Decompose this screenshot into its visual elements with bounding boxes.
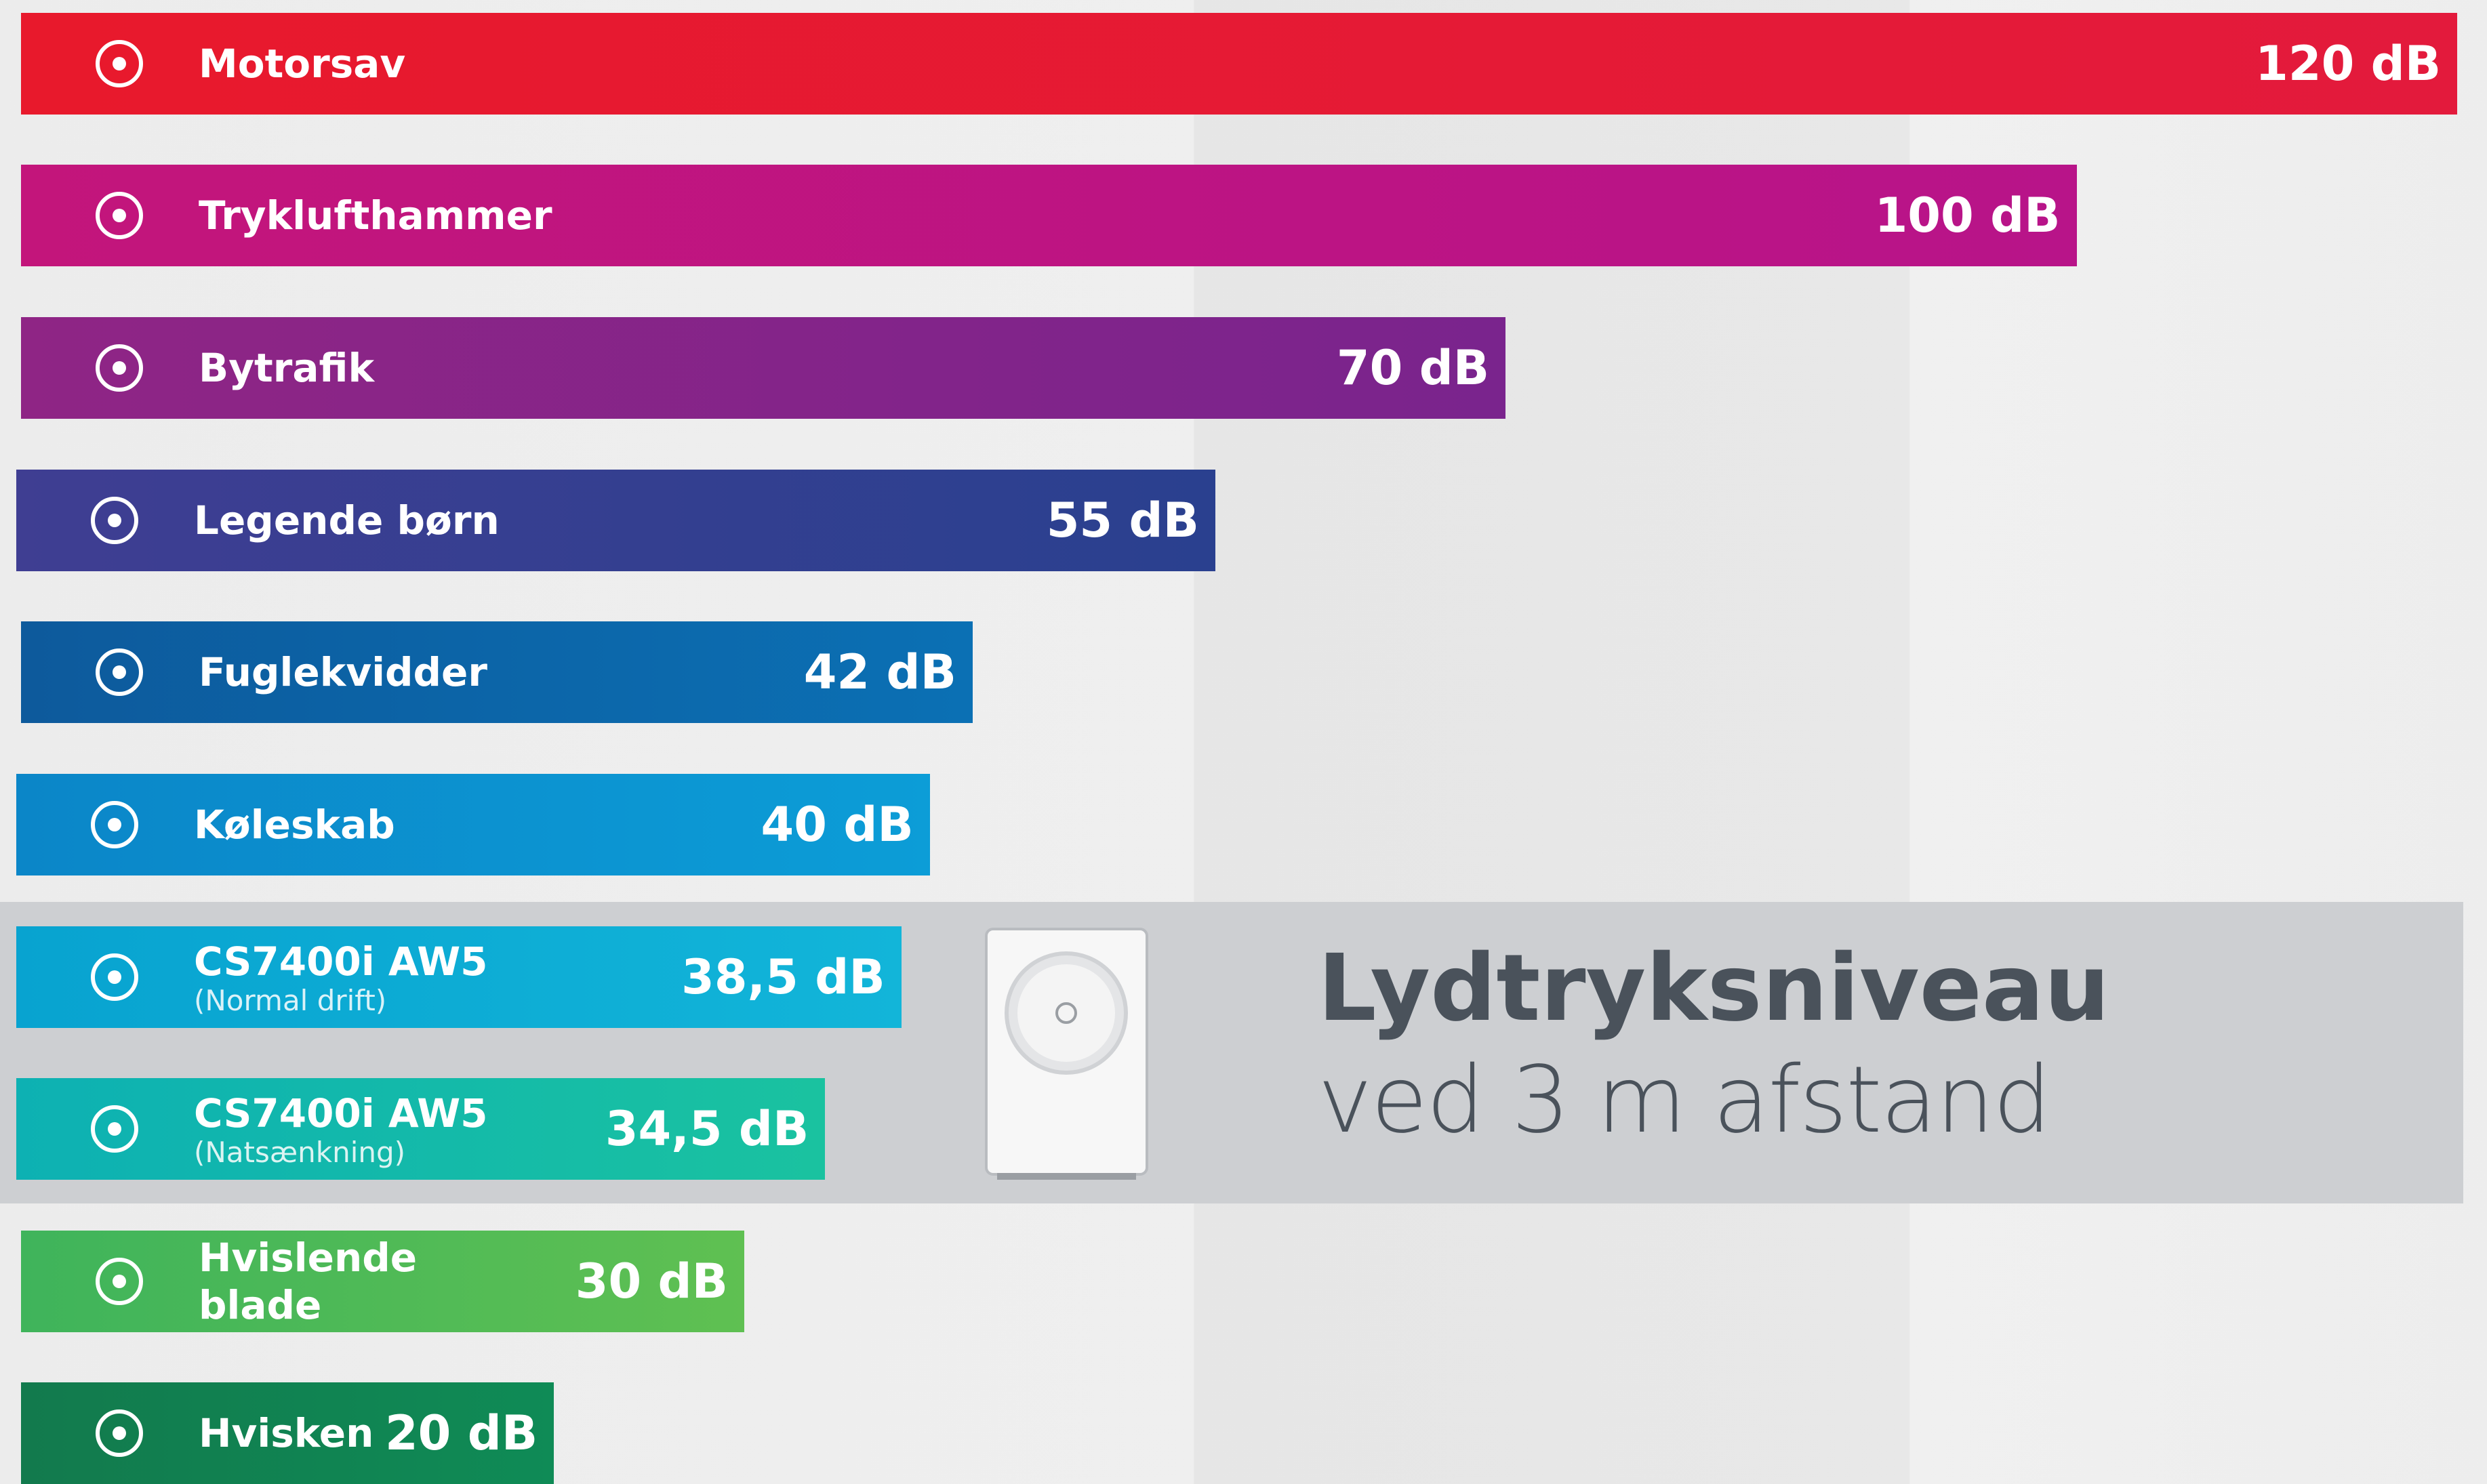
chart-subtitle: ved 3 m afstand: [1318, 1047, 2050, 1154]
category-name: Hvislende blade: [199, 1234, 541, 1329]
category-label: Legende børn: [194, 470, 500, 571]
bar: CS7400i AW5(Normal drift) 38,5 dB: [16, 926, 902, 1028]
icon: [85, 642, 174, 703]
category-label: Motorsav: [199, 13, 405, 115]
category-name: Motorsav: [199, 40, 405, 87]
icon: [85, 1403, 174, 1464]
value-label: 100 dB: [1875, 165, 2061, 266]
icon: [81, 947, 169, 1008]
icon: [81, 794, 169, 855]
category-name: Køleskab: [194, 801, 395, 848]
page: Motorsav 120 dB Tryklufthammer 100 dB Bytraf…: [0, 0, 2487, 1477]
category-label: Køleskab: [194, 774, 395, 875]
icon: [85, 1251, 174, 1312]
icon: [81, 1098, 169, 1159]
value-label: 42 dB: [804, 621, 956, 723]
icon: [85, 185, 174, 246]
category-note: (Natsænkning): [194, 1137, 488, 1168]
value-label: 120 dB: [2255, 13, 2441, 115]
category-label: CS7400i AW5(Natsænkning): [194, 1078, 488, 1180]
bar: Motorsav 120 dB: [21, 13, 2457, 115]
category-name: Tryklufthammer: [199, 192, 552, 239]
category-label: Tryklufthammer: [199, 165, 552, 266]
bar: Bytrafik 70 dB: [21, 317, 1505, 419]
category-name: Fuglekvidder: [199, 648, 487, 696]
bar: Fuglekvidder 42 dB: [21, 621, 973, 723]
category-label: CS7400i AW5(Normal drift): [194, 926, 488, 1028]
chart-title: Lydtryksniveau: [1318, 935, 2109, 1042]
bar: CS7400i AW5(Natsænkning) 34,5 dB: [16, 1078, 825, 1180]
value-label: 30 dB: [575, 1231, 728, 1332]
icon: [85, 337, 174, 398]
icon: [81, 490, 169, 551]
value-label: 70 dB: [1337, 317, 1489, 419]
value-label: 55 dB: [1047, 470, 1199, 571]
category-label: Bytrafik: [199, 317, 374, 419]
category-label: Fuglekvidder: [199, 621, 487, 723]
icon: [85, 33, 174, 94]
value-label: 38,5 dB: [681, 926, 885, 1028]
bar: Hvislende blade 30 dB: [21, 1231, 744, 1332]
value-label: 40 dB: [761, 774, 914, 875]
category-name: CS7400i AW5: [194, 938, 488, 985]
category-name: Bytrafik: [199, 344, 374, 392]
bar: Hvisken 20 dB: [21, 1382, 554, 1484]
category-label: Hvisken: [199, 1382, 350, 1484]
bar: Legende børn 55 dB: [16, 470, 1215, 571]
heat-pump-image: [984, 926, 1150, 1181]
category-name: Legende børn: [194, 497, 500, 544]
category-name: CS7400i AW5: [194, 1090, 488, 1137]
category-note: (Normal drift): [194, 985, 488, 1016]
category-name: Hvisken: [199, 1409, 350, 1457]
bar: Køleskab 40 dB: [16, 774, 930, 875]
bar: Tryklufthammer 100 dB: [21, 165, 2077, 266]
value-label: 34,5 dB: [605, 1078, 809, 1180]
category-label: Hvislende blade: [199, 1231, 541, 1332]
value-label: 20 dB: [385, 1382, 538, 1484]
